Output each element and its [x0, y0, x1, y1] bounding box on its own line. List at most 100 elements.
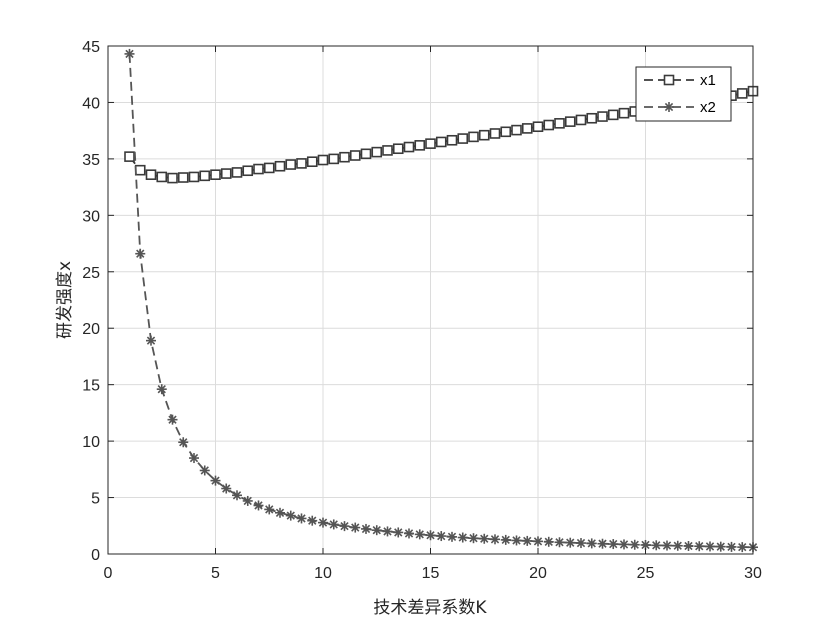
- y-tick-label: 10: [82, 434, 100, 451]
- x-tick-label: 20: [529, 565, 547, 582]
- data-point: [188, 171, 200, 183]
- data-point: [436, 531, 447, 542]
- data-point: [318, 517, 328, 528]
- data-point: [532, 121, 544, 133]
- data-point: [737, 542, 748, 553]
- data-point: [457, 532, 468, 543]
- data-point: [554, 118, 565, 129]
- data-point: [425, 530, 436, 541]
- data-point: [199, 170, 211, 182]
- data-point: [253, 500, 264, 511]
- data-point: [306, 156, 318, 168]
- data-point: [349, 150, 361, 161]
- data-point: [393, 527, 404, 538]
- data-point: [447, 531, 457, 542]
- data-point: [683, 540, 694, 551]
- data-point: [726, 541, 737, 552]
- data-point: [124, 151, 135, 162]
- data-point: [575, 114, 587, 126]
- data-point: [274, 160, 286, 172]
- data-point: [177, 172, 189, 183]
- data-point: [156, 384, 167, 395]
- y-tick-label: 25: [82, 265, 100, 282]
- data-point: [296, 158, 307, 169]
- data-point: [264, 504, 275, 515]
- y-axis-label: 研发强度x: [55, 261, 75, 339]
- data-point: [640, 539, 651, 550]
- data-point: [403, 141, 415, 153]
- y-tick-label: 30: [82, 208, 100, 225]
- data-point: [543, 536, 554, 547]
- y-tick-label: 40: [82, 95, 100, 112]
- data-point: [457, 133, 469, 144]
- data-point: [608, 539, 619, 550]
- data-point: [167, 172, 178, 184]
- data-point: [576, 538, 586, 549]
- y-tick-label: 45: [82, 39, 100, 56]
- data-point: [253, 163, 264, 175]
- data-point: [619, 539, 629, 550]
- data-point: [489, 128, 501, 139]
- data-point: [296, 513, 307, 524]
- data-point: [586, 112, 598, 124]
- data-point: [468, 131, 479, 143]
- y-tick-label: 15: [82, 378, 100, 395]
- data-point: [511, 535, 522, 546]
- legend-marker: [664, 102, 674, 112]
- data-point: [221, 483, 232, 494]
- y-tick-label: 35: [82, 152, 100, 169]
- ticks: 0 5 10 15 20 25 30 0 5 10 15 20 25 30 35 40 45: [82, 39, 762, 582]
- x-tick-label: 25: [637, 565, 655, 582]
- data-point: [500, 126, 512, 138]
- data-point: [425, 138, 436, 149]
- data-point: [705, 541, 715, 552]
- data-point: [468, 533, 479, 544]
- data-point: [521, 123, 533, 134]
- data-point: [275, 507, 285, 518]
- data-point: [167, 414, 178, 425]
- data-point: [597, 111, 608, 122]
- data-point: [285, 159, 297, 170]
- data-point: [554, 537, 565, 548]
- data-point: [414, 140, 426, 151]
- data-point: [382, 145, 393, 156]
- data-point: [414, 529, 425, 540]
- data-point: [146, 335, 156, 346]
- data-point: [736, 88, 748, 99]
- x-tick-label: 5: [211, 565, 220, 582]
- data-point: [629, 539, 640, 550]
- x-axis-label: 技术差异系数K: [373, 598, 487, 618]
- y-tick-label: 0: [91, 547, 100, 564]
- data-point: [285, 510, 296, 521]
- series-layer: [124, 48, 759, 553]
- data-point: [361, 523, 371, 534]
- legend-label: x2: [700, 99, 716, 116]
- data-point: [500, 534, 511, 545]
- data-point: [651, 540, 662, 551]
- data-point: [242, 495, 253, 506]
- legend-marker: [663, 74, 675, 86]
- data-point: [339, 151, 350, 163]
- data-point: [263, 162, 275, 174]
- data-point: [371, 146, 383, 158]
- y-tick-label: 20: [82, 321, 100, 338]
- data-point: [586, 538, 597, 549]
- data-point: [478, 129, 490, 141]
- data-point: [328, 519, 339, 530]
- legend-box: [635, 66, 732, 122]
- data-point: [242, 165, 254, 177]
- data-point: [404, 528, 414, 539]
- data-point: [392, 143, 404, 155]
- data-point: [382, 526, 393, 537]
- x-tick-label: 10: [314, 565, 332, 582]
- data-point: [564, 116, 576, 127]
- data-point: [662, 540, 672, 551]
- data-point: [210, 169, 221, 180]
- series-x2: [124, 48, 758, 553]
- data-point: [232, 490, 242, 501]
- x-tick-label: 0: [104, 565, 113, 582]
- data-point: [135, 248, 146, 259]
- data-point: [565, 537, 576, 548]
- legend-label: x1: [700, 72, 716, 89]
